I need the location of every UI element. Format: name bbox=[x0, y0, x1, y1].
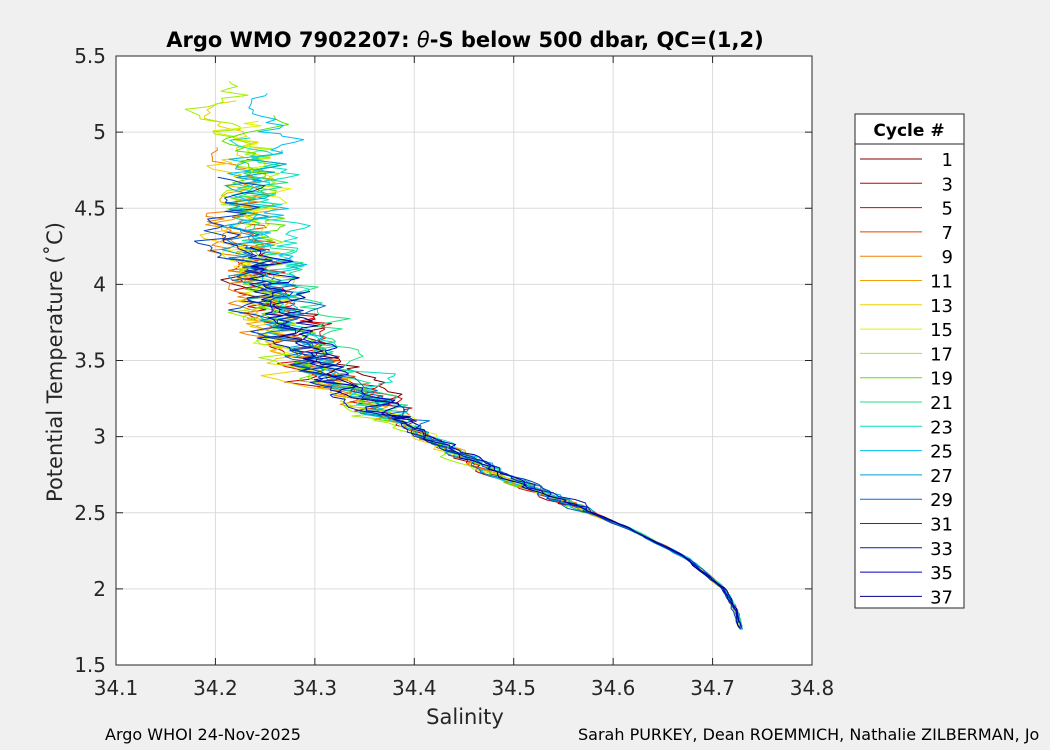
legend-label: 15 bbox=[930, 320, 953, 341]
legend-label: 19 bbox=[930, 369, 953, 390]
y-tick-label: 5 bbox=[93, 120, 106, 144]
legend-label: 3 bbox=[942, 174, 953, 195]
x-tick-label: 34.2 bbox=[193, 676, 238, 700]
y-tick-label: 4 bbox=[93, 272, 106, 296]
grid-lines bbox=[116, 56, 812, 665]
x-tick-label: 34.3 bbox=[293, 676, 338, 700]
footer-left-credit: Argo WHOI 24-Nov-2025 bbox=[105, 725, 301, 744]
profile-series bbox=[184, 80, 743, 631]
x-tick-label: 34.5 bbox=[491, 676, 536, 700]
x-axis-label: Salinity bbox=[426, 705, 504, 729]
y-tick-label: 3 bbox=[93, 425, 106, 449]
y-tick-label: 5.5 bbox=[74, 44, 106, 68]
legend-label: 1 bbox=[942, 150, 953, 171]
legend-label: 25 bbox=[930, 442, 953, 463]
profile-line-cycle-35 bbox=[249, 246, 742, 628]
profile-line-cycle-27 bbox=[220, 158, 743, 630]
y-tick-label: 4.5 bbox=[74, 196, 106, 220]
x-tick-label: 34.1 bbox=[94, 676, 139, 700]
legend-label: 27 bbox=[930, 466, 953, 487]
legend-label: 23 bbox=[930, 417, 953, 438]
legend-label: 37 bbox=[930, 587, 953, 608]
x-tick-label: 34.4 bbox=[392, 676, 437, 700]
x-tick-label: 34.7 bbox=[690, 676, 735, 700]
y-axis-ticks: 1.5 2 2.5 3 3.5 4 4.5 5 5.5 bbox=[74, 44, 812, 677]
y-tick-label: 2.5 bbox=[74, 501, 106, 525]
x-axis-ticks: 34.1 34.2 34.3 34.4 34.5 34.6 34.7 34.8 bbox=[94, 56, 835, 700]
legend-label: 7 bbox=[942, 223, 953, 244]
chart-title: Argo WMO 7902207: θ-S below 500 dbar, QC… bbox=[166, 28, 763, 52]
legend-label: 13 bbox=[930, 296, 953, 317]
profile-line-cycle-37 bbox=[272, 291, 740, 629]
legend-label: 11 bbox=[930, 272, 953, 293]
legend-title: Cycle # bbox=[873, 121, 944, 141]
y-tick-label: 1.5 bbox=[74, 653, 106, 677]
legend-label: 9 bbox=[942, 247, 953, 268]
legend-label: 31 bbox=[930, 515, 953, 536]
legend-label: 17 bbox=[930, 344, 953, 365]
y-tick-label: 2 bbox=[93, 577, 106, 601]
legend-box bbox=[854, 113, 965, 609]
legend-label: 29 bbox=[930, 490, 953, 511]
legend-label: 33 bbox=[930, 539, 953, 560]
y-tick-label: 3.5 bbox=[74, 349, 106, 373]
y-axis-label: Potential Temperature (˚C) bbox=[43, 222, 67, 502]
legend-label: 35 bbox=[930, 563, 953, 584]
footer-right-credit: Sarah PURKEY, Dean ROEMMICH, Nathalie ZI… bbox=[578, 725, 1040, 744]
legend-label: 21 bbox=[930, 393, 953, 414]
x-tick-label: 34.8 bbox=[790, 676, 835, 700]
x-tick-label: 34.6 bbox=[591, 676, 636, 700]
legend-label: 5 bbox=[942, 199, 953, 220]
legend: Cycle # 13579111315171921232527293133353… bbox=[854, 113, 965, 609]
